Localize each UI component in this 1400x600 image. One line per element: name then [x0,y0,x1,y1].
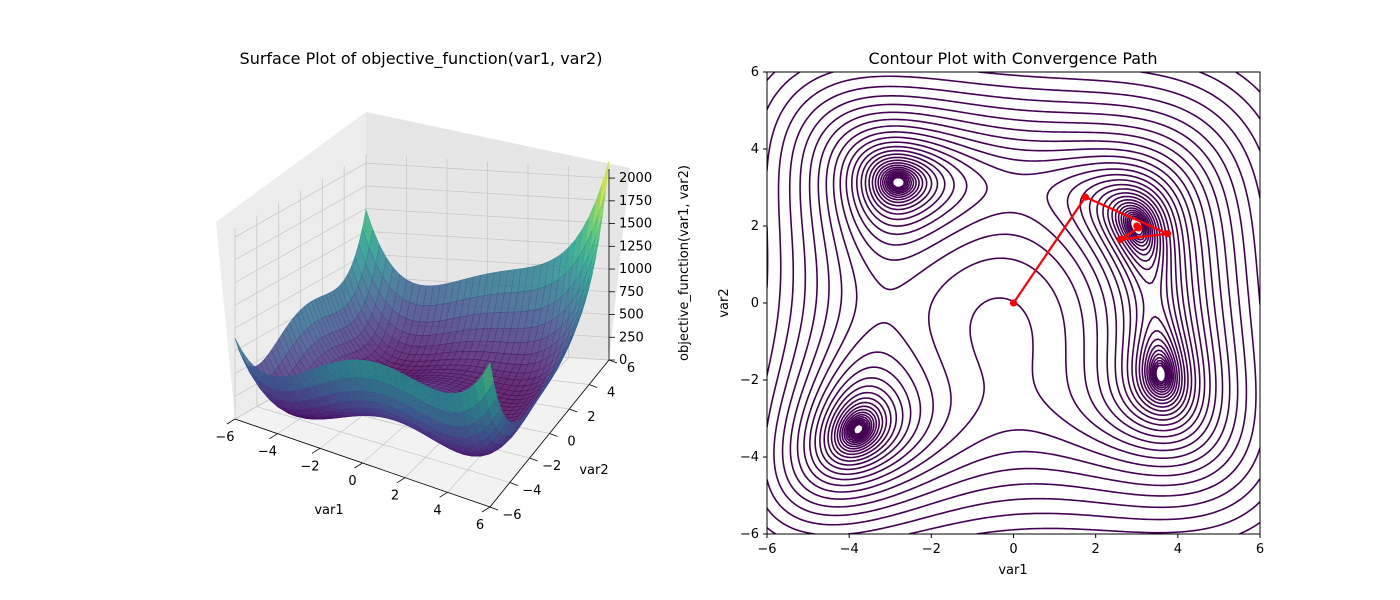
surface-ztick-label: 250 [619,330,644,345]
surface-ytick-label: 6 [627,361,635,376]
surface-ztick-label: 1750 [619,194,652,209]
surface-mesh [234,161,610,457]
convergence-path-point [1163,230,1172,238]
surface-xtick-label: −4 [258,445,277,460]
surface-xtick [481,506,491,513]
contour-level-line [823,145,1197,466]
surface-ytick [589,384,598,388]
surface-xtick-label: 2 [391,489,399,504]
surface-xtick [439,491,448,498]
surface-ytick [608,359,618,364]
surface-ytick-label: −6 [502,508,521,523]
contour-level-line [767,75,1260,534]
surface-ytick [549,433,558,437]
contour-title: Contour Plot with Convergence Path [869,49,1158,68]
surface-xtick [354,462,363,469]
surface-xtick [396,477,406,484]
surface-xtick-label: −2 [300,459,319,474]
contour-ytick-label: 0 [751,296,759,311]
surface-ytick-label: 4 [607,386,615,401]
surface-ztick-label: 1500 [619,217,652,232]
surface-xlabel: var1 [314,503,343,518]
contour-level-line [850,174,1169,438]
surface-ztick-label: 1000 [619,262,652,277]
contour-ytick-label: 4 [751,142,759,157]
surface-ztick-label: 1250 [619,239,652,254]
surface-ytick [489,506,499,511]
contour-level-line [781,103,1239,508]
contour-xtick-label: 6 [1256,542,1264,557]
contour-level-line [846,170,1173,442]
contour-xtick-label: −2 [922,542,941,557]
contour-level-line [841,164,1178,448]
contour-ticks: −6 −4 −2 0 2 4 6 −6 −4 −2 0 2 4 6 [740,65,1264,557]
surface-gridline-z [234,162,610,238]
contour-xtick-label: 4 [1174,542,1182,557]
contour-level-line [827,149,1193,462]
contour-level-line [773,95,1248,517]
surface-xtick [311,447,321,454]
contour-ytick-label: 2 [751,219,759,234]
surface-patch [482,362,494,394]
surface-title: Surface Plot of objective_function(var1,… [240,49,603,69]
surface-xtick [226,418,236,425]
surface-ytick [509,482,518,486]
contour-level-line [809,131,1211,481]
contour-ylabel: var2 [717,288,732,317]
surface-xtick-label: 6 [476,518,484,533]
contour-level-line [852,176,1167,436]
convergence-path [1009,193,1172,307]
contour-ytick-label: −4 [740,450,759,465]
contour-level-line [830,153,1189,459]
contour-level-line [819,141,1201,471]
surface-ztick-label: 750 [619,285,644,300]
contour-xtick-label: 0 [1009,542,1017,557]
contour-xlabel: var1 [998,563,1027,578]
surface-xtick-label: 0 [348,474,356,489]
surface-xtick-label: −6 [215,430,234,445]
surface-ytick-label: 2 [587,410,595,425]
surface-xtick-label: 4 [433,503,441,518]
surface-ytick [529,457,538,462]
surface-zlabel: objective_function(var1, var2) [677,165,692,361]
surface-axes: −6−4−20246−6−4−2024602505007501000125015… [215,169,652,533]
convergence-path-point [1133,222,1141,230]
contour-level-line [814,136,1206,476]
surface-gridline-z [234,208,610,283]
surface-ytick-label: 0 [567,435,575,450]
surface-ylabel: var2 [579,463,608,478]
surface-gridline-z [234,185,610,261]
convergence-path-point [1116,235,1124,244]
contour-xtick-label: −4 [840,542,859,557]
surface-ztick-label: 2000 [619,171,652,186]
surface-ytick-label: −2 [542,459,561,474]
contour-xtick-label: −6 [757,542,776,557]
contour-level-line [839,162,1181,450]
surface-ytick [569,408,578,413]
contour-chart: Contour Plot with Convergence Path −6 −4−… [717,49,1264,578]
contour-xtick-label: 2 [1092,542,1100,557]
surface-gridline-y [256,406,510,483]
surface-chart: Surface Plot of objective_function(var1,… [215,49,692,533]
contour-level-line [833,156,1186,456]
surface-ztick-label: 500 [619,308,644,323]
convergence-path-point [1009,299,1018,307]
surface-xtick [269,433,278,440]
contour-level-line [796,118,1224,493]
contour-level-line [803,125,1217,487]
contour-level-line [843,166,1176,446]
contour-level-line [767,85,1257,526]
surface-ytick-label: −4 [522,484,541,499]
surface-ztick-label: 0 [619,353,627,368]
convergence-path-point [1081,193,1089,201]
contour-level-line [845,168,1175,444]
contour-level-line [789,111,1231,500]
contour-ytick-label: 6 [751,65,759,80]
contour-ytick-label: −6 [740,527,759,542]
contour-ytick-label: −2 [740,373,759,388]
contour-level-line [836,159,1183,453]
contour-level-line [1234,72,1260,93]
